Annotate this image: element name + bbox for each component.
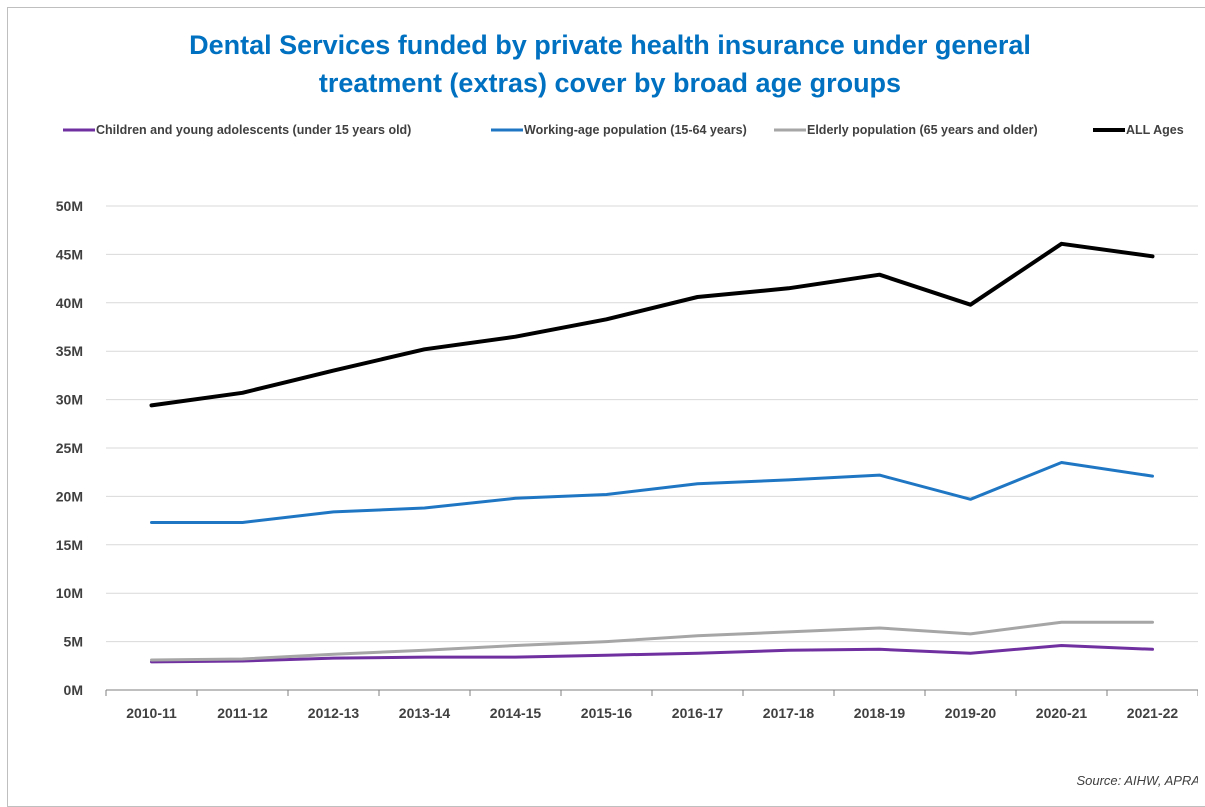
x-tick-label: 2010-11 (126, 705, 177, 721)
chart-frame: Dental Services funded by private health… (7, 7, 1205, 807)
y-tick-label: 30M (56, 392, 83, 408)
series-lines (151, 244, 1152, 662)
x-axis: 2010-11 2011-12 2012-13 2013-14 2014-15 2015-… (106, 690, 1198, 721)
x-tick-label: 2021-22 (1127, 705, 1179, 721)
x-tick-label: 2016-17 (672, 705, 724, 721)
y-tick-label: 40M (56, 295, 83, 311)
y-tick-label: 15M (56, 537, 83, 553)
source-note: Source: AIHW, APRA (1076, 773, 1198, 788)
legend-label: ALL Ages (1126, 123, 1184, 137)
x-tick-label: 2011-12 (217, 705, 268, 721)
y-tick-label: 0M (64, 682, 83, 698)
y-tick-label: 50M (56, 198, 83, 214)
series-line (152, 463, 1153, 523)
series-line (152, 646, 1153, 662)
x-tick-label: 2018-19 (854, 705, 906, 721)
x-tick-label: 2020-21 (1036, 705, 1088, 721)
y-tick-label: 45M (56, 246, 83, 262)
gridlines (106, 206, 1198, 642)
x-tick-label: 2015-16 (581, 705, 633, 721)
y-tick-label: 35M (56, 343, 83, 359)
y-tick-label: 20M (56, 488, 83, 504)
series-line (152, 244, 1153, 406)
legend-label: Elderly population (65 years and older) (807, 123, 1038, 137)
y-tick-label: 5M (64, 634, 83, 650)
chart-svg: Dental Services funded by private health… (8, 8, 1198, 793)
chart-legend: Children and young adolescents (under 15… (63, 123, 1184, 137)
y-tick-label: 25M (56, 440, 83, 456)
x-tick-label: 2014-15 (490, 705, 542, 721)
y-tick-label: 10M (56, 585, 83, 601)
chart-title-line-2: treatment (extras) cover by broad age gr… (319, 68, 901, 98)
chart-title-line-1: Dental Services funded by private health… (189, 30, 1031, 60)
x-tick-label: 2019-20 (945, 705, 997, 721)
x-tick-label: 2017-18 (763, 705, 815, 721)
x-tick-label: 2013-14 (399, 705, 451, 721)
legend-label: Children and young adolescents (under 15… (96, 123, 411, 137)
x-tick-label: 2012-13 (308, 705, 360, 721)
legend-label: Working-age population (15-64 years) (524, 123, 747, 137)
y-axis-ticks: 0M 5M 10M 15M 20M 25M 30M 35M 40M 45M 50M (56, 198, 83, 698)
